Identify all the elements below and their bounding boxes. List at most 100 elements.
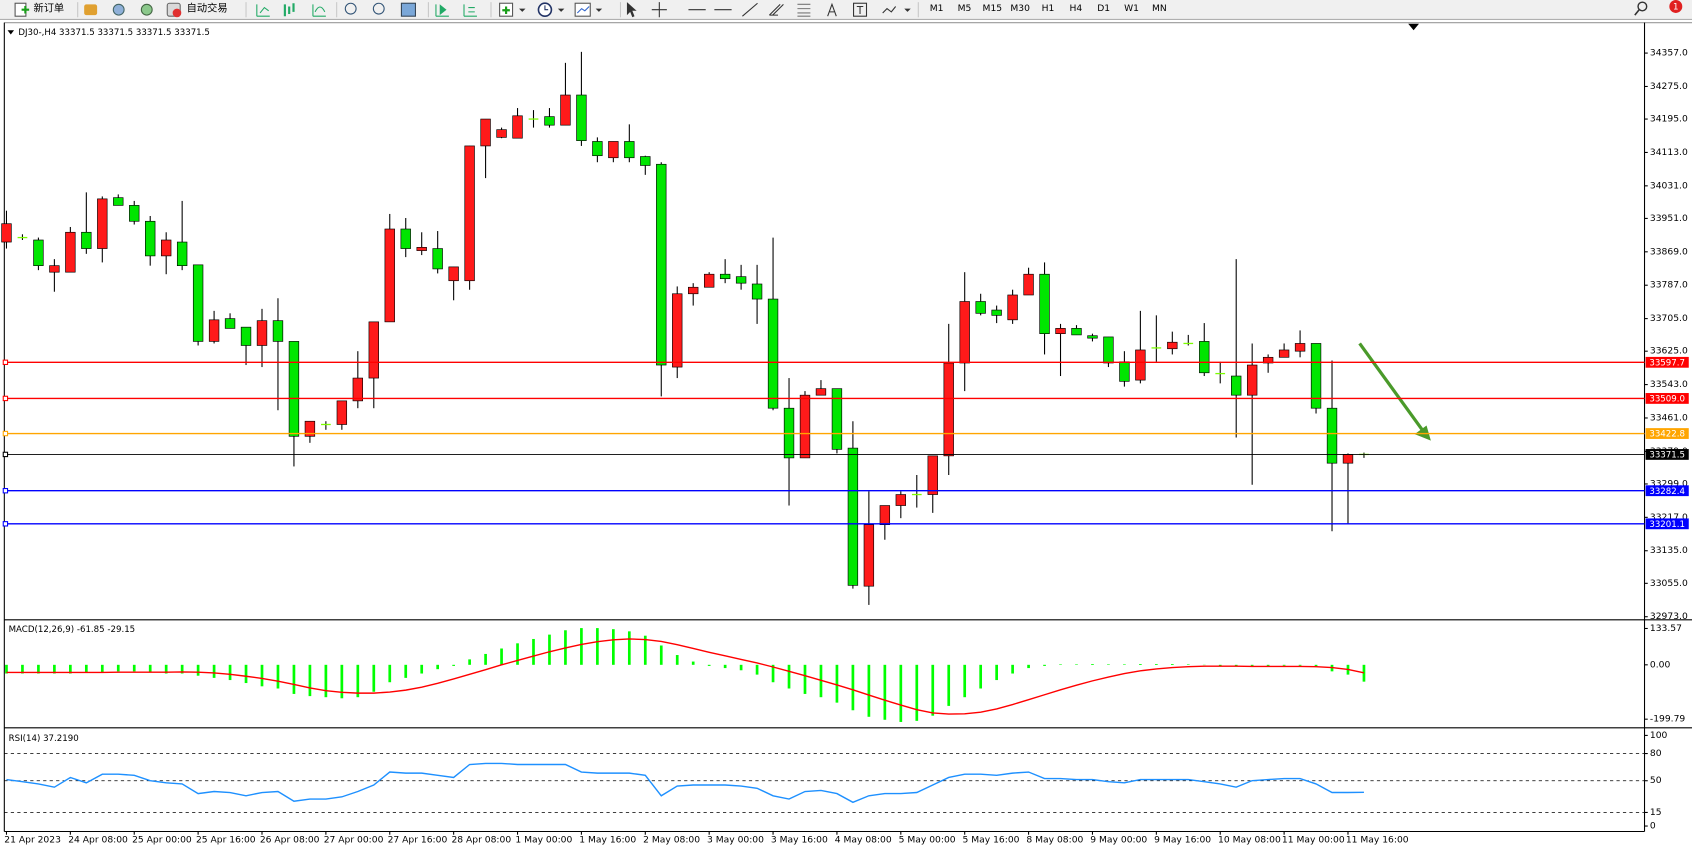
template-line (576, 6, 590, 14)
candle-body (352, 377, 364, 402)
timeframe-button[interactable]: W1 (1124, 3, 1139, 14)
timeframe-button[interactable]: D1 (1097, 3, 1110, 14)
x-tick-label: 10 May 08:00 (1218, 835, 1281, 846)
indicator-title: MACD(12,26,9) -61.85 -29.15 (9, 625, 136, 635)
y-tick-label: 32973.0 (1650, 611, 1688, 622)
tool-icon[interactable] (140, 3, 153, 16)
timeframe-button[interactable]: M15 (983, 3, 1003, 14)
y-tick-label: 33543.0 (1650, 379, 1688, 390)
timeframe-button[interactable]: MN (1152, 3, 1167, 14)
indicator-line (6, 638, 1365, 715)
candle-body (1199, 341, 1210, 374)
channel-tool[interactable] (769, 3, 784, 16)
crosshair-tool[interactable] (651, 2, 667, 18)
indicator-plus (502, 6, 510, 15)
candle-body (656, 163, 667, 366)
candle-body (847, 447, 859, 586)
candle-body (576, 94, 587, 141)
candle-body (688, 286, 699, 295)
candle-body (1039, 273, 1050, 334)
x-tick-label: 25 Apr 00:00 (132, 835, 192, 846)
tile-icon[interactable] (400, 2, 416, 17)
zoom-in[interactable] (344, 2, 357, 15)
candle-body (624, 141, 635, 159)
tool-icon[interactable] (435, 4, 449, 17)
y-tick-label: 33705.0 (1650, 313, 1688, 324)
notification-badge[interactable] (1669, 0, 1683, 13)
dropdown[interactable] (557, 8, 565, 12)
notification-count: 1 (1673, 3, 1678, 13)
candle-body (432, 248, 443, 270)
price-level-marker (2, 430, 9, 437)
candle-body (1294, 343, 1306, 352)
indicator-title: RSI(14) 37.2190 (9, 734, 79, 744)
candle-body (831, 388, 843, 450)
candle-body (735, 276, 747, 284)
chart-area: DJ30-,H4 33371.5 33371.5 33371.5 33371.5… (1, 22, 1692, 846)
dropdown[interactable] (595, 8, 603, 12)
candle-body (304, 420, 316, 437)
y-tick-label: 80 (1650, 748, 1662, 759)
trendline-tool[interactable] (742, 2, 758, 17)
candle-body (1231, 375, 1242, 396)
y-tick-label: 33299.0 (1650, 478, 1688, 489)
symbol-menu[interactable] (7, 30, 15, 35)
cursor-tool[interactable] (626, 2, 637, 18)
candle-body (81, 231, 92, 249)
candle-body (33, 239, 44, 266)
x-tick-label: 27 Apr 16:00 (388, 835, 448, 846)
timeframes: M1 M5 M15 M30 H1 H4 D1 W1 MN (930, 3, 1167, 14)
tool-icon[interactable] (256, 4, 270, 17)
fibo-tool[interactable] (797, 3, 811, 17)
x-tick-label: 26 Apr 08:00 (260, 835, 320, 846)
timeframe-button[interactable]: M1 (930, 3, 944, 14)
dropdown[interactable] (904, 8, 911, 12)
search-icon[interactable] (1637, 1, 1648, 12)
x-tick-label: 11 May 00:00 (1282, 835, 1345, 846)
tool-icon[interactable] (283, 3, 295, 17)
auto-trading-button[interactable]: 自动交易 (166, 2, 228, 18)
y-tick-label: 34357.0 (1650, 48, 1688, 59)
candle-body (1007, 294, 1018, 321)
label-tool[interactable] (853, 2, 868, 17)
text-tool[interactable] (827, 2, 837, 17)
chart-shift-marker[interactable] (1408, 23, 1419, 31)
y-tick-label: 33625.0 (1650, 346, 1688, 357)
y-tick-label: 34113.0 (1650, 147, 1688, 158)
x-tick-label: 3 May 00:00 (707, 835, 764, 846)
price-level-label: 33422.8 (1649, 430, 1685, 440)
candle-body (160, 239, 172, 257)
timeframe-button[interactable]: M5 (958, 3, 972, 14)
tool-icon[interactable] (112, 3, 125, 16)
zoom-out[interactable] (372, 2, 385, 15)
price-level-label: 33597.7 (1649, 358, 1685, 368)
dropdown[interactable] (519, 8, 526, 12)
period-hands (544, 5, 549, 11)
x-tick-label: 5 May 00:00 (899, 835, 956, 846)
y-tick-label: 50 (1650, 775, 1662, 786)
new-order-button[interactable]: 新订单 (14, 2, 64, 17)
candle-body (208, 319, 220, 342)
x-tick-label: 5 May 16:00 (963, 835, 1020, 846)
candle-body (176, 241, 188, 266)
tool-icon[interactable] (463, 4, 477, 17)
candle-body (224, 318, 236, 329)
price-level-marker (2, 395, 9, 402)
timeframe-button[interactable]: H4 (1069, 3, 1082, 14)
timeframe-button[interactable]: H1 (1042, 3, 1055, 14)
y-tick-label: 33869.0 (1650, 246, 1688, 257)
arrow-tool[interactable] (882, 6, 897, 14)
x-tick-label: 11 May 16:00 (1346, 835, 1409, 846)
tool-icon[interactable] (312, 4, 326, 17)
x-tick-label: 3 May 16:00 (771, 835, 828, 846)
candle-body (336, 400, 348, 425)
timeframe-button[interactable]: M30 (1010, 3, 1030, 14)
tool-icon[interactable] (84, 4, 98, 16)
candle-body (751, 283, 763, 300)
candle-body (1087, 335, 1098, 339)
y-tick-label: 100 (1650, 730, 1668, 741)
price-level-marker (2, 488, 9, 494)
candle-body (97, 198, 108, 249)
